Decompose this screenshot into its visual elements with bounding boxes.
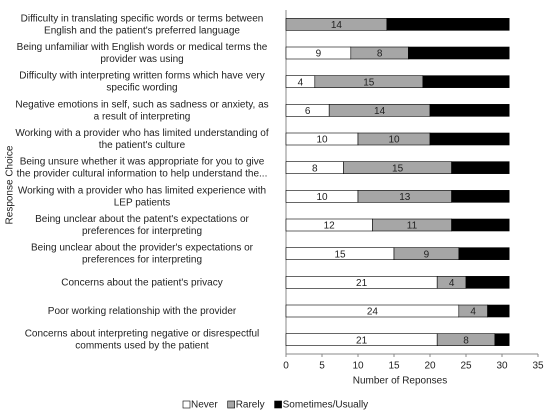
data-label: 14 [374, 106, 386, 117]
category-line: Difficulty with interpreting written for… [19, 70, 264, 81]
bar-segment [429, 132, 510, 146]
bar-segment [451, 161, 510, 174]
category-line: preferences for interpreting [82, 226, 202, 237]
x-tick-label: 20 [424, 361, 436, 372]
data-label: 4 [298, 77, 304, 88]
category-label: Difficulty with interpreting written for… [19, 70, 264, 93]
bar-segment [408, 46, 510, 60]
data-label: 8 [463, 335, 469, 346]
category-label: Poor working relationship with the provi… [48, 306, 237, 317]
category-label: Concerns about the patient's privacy [61, 277, 222, 288]
x-tick-label: 30 [496, 361, 508, 372]
bar-segment [494, 333, 510, 346]
category-line: a result of interpreting [94, 111, 191, 122]
category-label: Working with a provider who has limited … [18, 185, 266, 208]
x-tick-label: 15 [388, 361, 400, 372]
data-label: 9 [424, 249, 430, 260]
category-line: English and the patient's preferred lang… [44, 25, 240, 36]
data-label: 4 [449, 278, 455, 289]
legend-label: Rarely [236, 400, 265, 411]
data-label: 15 [334, 249, 346, 260]
category-label: Being unclear about the patent's expecta… [35, 214, 249, 237]
bar-segment [451, 190, 510, 203]
data-label: 12 [324, 221, 336, 232]
data-label: 11 [407, 221, 418, 232]
category-line: Concerns about interpreting negative or … [25, 328, 260, 339]
data-label: 10 [316, 192, 328, 203]
data-label: 9 [316, 49, 322, 60]
data-label: 13 [399, 192, 411, 203]
category-line: the patient's culture [99, 140, 186, 151]
category-line: LEP patients [114, 197, 171, 208]
legend-label: Never [191, 400, 218, 411]
bar-segment [487, 304, 510, 318]
bar-segment [422, 75, 510, 88]
x-tick-label: 10 [352, 361, 364, 372]
category-line: Poor working relationship with the provi… [48, 306, 237, 317]
category-line: Working with a provider who has limited … [18, 185, 266, 196]
category-line: Concerns about the patient's privacy [61, 277, 222, 288]
category-line: comments used by the patient [75, 340, 209, 351]
category-line: Being unfamiliar with English words or m… [17, 42, 268, 53]
bar-segment [458, 247, 510, 260]
data-label: 21 [356, 278, 368, 289]
category-label: Negative emotions in self, such as sadne… [15, 99, 268, 122]
data-label: 24 [367, 307, 379, 318]
x-tick-label: 0 [283, 361, 289, 372]
data-label: 10 [388, 135, 400, 146]
category-line: Working with a provider who has limited … [15, 128, 269, 139]
category-line: Negative emotions in self, such as sadne… [15, 99, 268, 110]
y-axis-label: Response Choice [5, 145, 16, 224]
data-label: 15 [392, 163, 404, 174]
category-label: Working with a provider who has limited … [15, 128, 269, 151]
legend-swatch [182, 400, 191, 409]
x-tick-label: 35 [532, 361, 544, 372]
category-line: Difficulty in translating specific words… [21, 13, 264, 24]
data-label: 10 [316, 135, 328, 146]
category-line: Being unclear about the patent's expecta… [35, 214, 249, 225]
bar-segment [386, 18, 510, 31]
legend-swatch [274, 400, 282, 409]
bar-segment [429, 104, 510, 117]
x-tick-label: 5 [319, 361, 325, 372]
data-label: 21 [356, 335, 368, 346]
bar-segment [465, 276, 510, 289]
category-line: provider was using [100, 54, 183, 65]
category-label: Being unclear about the provider's expec… [31, 242, 254, 265]
data-label: 6 [305, 106, 311, 117]
data-label: 4 [470, 307, 476, 318]
category-line: Being unsure whether it was appropriate … [20, 156, 265, 167]
data-label: 8 [312, 163, 318, 174]
category-label: Being unsure whether it was appropriate … [17, 156, 268, 179]
category-label: Difficulty in translating specific words… [21, 13, 264, 36]
legend-label: Sometimes/Usually [283, 400, 369, 411]
category-line: preferences for interpreting [82, 254, 202, 265]
legend-swatch [227, 400, 235, 409]
x-axis-label: Number of Reponses [353, 376, 448, 387]
category-label: Being unfamiliar with English words or m… [17, 42, 268, 65]
category-line: the provider cultural information to hel… [17, 168, 268, 179]
category-line: specific wording [106, 82, 177, 93]
category-line: Being unclear about the provider's expec… [31, 242, 254, 253]
data-label: 15 [363, 77, 375, 88]
category-label: Concerns about interpreting negative or … [25, 328, 260, 351]
x-tick-label: 25 [460, 361, 472, 372]
bar-segment [451, 218, 510, 232]
data-label: 14 [331, 20, 343, 31]
data-label: 8 [377, 49, 383, 60]
